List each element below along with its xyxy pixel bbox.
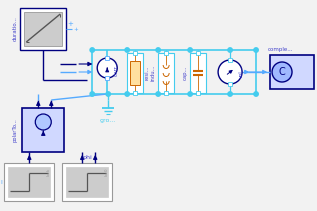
Circle shape — [125, 48, 129, 52]
Bar — [127, 53, 143, 93]
Text: curr...: curr... — [114, 60, 119, 76]
Circle shape — [254, 48, 258, 52]
Circle shape — [35, 114, 51, 130]
Circle shape — [156, 92, 160, 96]
Bar — [66, 167, 108, 197]
Bar — [164, 91, 168, 95]
Bar — [196, 91, 200, 95]
Bar — [24, 12, 62, 46]
Circle shape — [228, 92, 232, 96]
Circle shape — [90, 92, 94, 96]
Text: resi...: resi... — [145, 66, 150, 80]
Bar — [20, 8, 66, 50]
Text: +: + — [73, 27, 78, 31]
Bar — [8, 167, 50, 197]
Bar — [164, 51, 168, 55]
Text: C: C — [279, 67, 285, 77]
Text: vol...: vol... — [239, 66, 244, 78]
Bar — [158, 53, 174, 93]
Bar — [133, 51, 137, 55]
Text: indu...: indu... — [151, 65, 156, 81]
Bar — [62, 163, 112, 201]
Circle shape — [188, 92, 192, 96]
Text: phi: phi — [82, 154, 92, 160]
Text: k=0: k=0 — [104, 168, 108, 176]
Circle shape — [97, 58, 117, 78]
Text: comple...: comple... — [268, 46, 294, 51]
Circle shape — [188, 48, 192, 52]
Circle shape — [156, 48, 160, 52]
Bar — [190, 53, 206, 93]
Text: cap...: cap... — [183, 66, 188, 80]
Bar — [228, 58, 232, 62]
Circle shape — [254, 92, 258, 96]
Text: duratio...: duratio... — [13, 16, 18, 41]
Circle shape — [228, 48, 232, 52]
Bar — [105, 56, 109, 60]
Bar — [105, 76, 109, 80]
Circle shape — [90, 48, 94, 52]
Bar — [133, 91, 137, 95]
Circle shape — [106, 92, 110, 96]
Text: polarTo...: polarTo... — [13, 118, 18, 142]
Circle shape — [218, 60, 242, 84]
Circle shape — [272, 62, 292, 82]
Bar — [4, 163, 54, 201]
Text: gro...: gro... — [100, 118, 116, 123]
Bar — [228, 82, 232, 86]
Text: k=k: k=k — [46, 168, 50, 176]
Bar — [130, 61, 140, 85]
Text: +: + — [67, 21, 73, 27]
Bar — [22, 108, 64, 152]
Bar — [196, 51, 200, 55]
Circle shape — [125, 92, 129, 96]
Text: I: I — [0, 180, 2, 184]
Bar — [270, 55, 314, 89]
